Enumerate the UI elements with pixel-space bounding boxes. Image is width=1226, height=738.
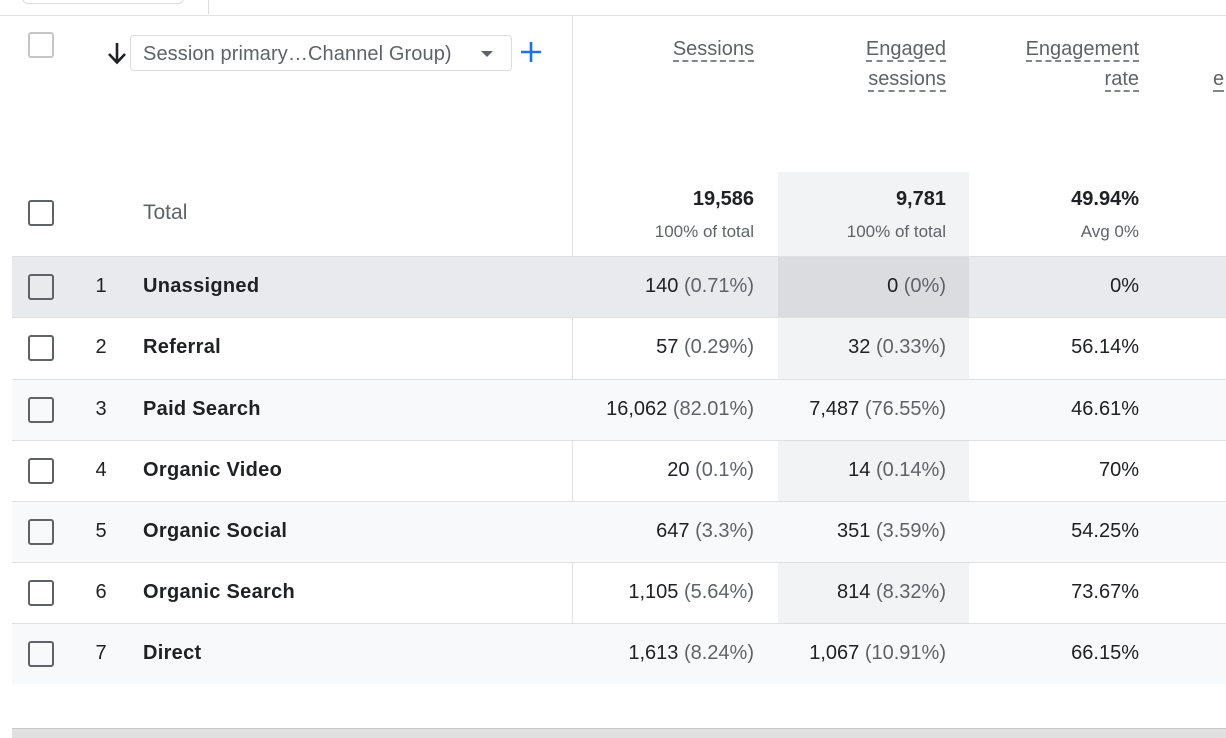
channel-name: Organic Video	[143, 459, 283, 481]
horizontal-scrollbar[interactable]	[12, 728, 1226, 738]
total-engagement-avg: Avg 0%	[1080, 222, 1139, 241]
total-engaged-share: 100% of total	[846, 222, 946, 241]
engaged-sessions-cell: 1,067 (10.91%)	[809, 642, 946, 664]
column-header-engaged-sessions[interactable]: Engaged sessions	[865, 38, 946, 92]
row-checkbox[interactable]	[28, 458, 54, 484]
dimension-selector-label: Session primary…Channel Group)	[143, 43, 452, 65]
engaged-sessions-cell: 0 (0%)	[887, 275, 946, 297]
select-all-header-checkbox[interactable]	[28, 32, 54, 58]
divider	[0, 15, 1226, 16]
plus-icon[interactable]	[518, 38, 544, 66]
channel-name: Direct	[143, 642, 202, 664]
table-row[interactable]: 5 Organic Social 647 (3.3%) 351 (3.59%) …	[12, 501, 1226, 562]
table-row[interactable]: 1 Unassigned 140 (0.71%) 0 (0%) 0%	[12, 256, 1226, 317]
engaged-sessions-cell: 351 (3.59%)	[837, 520, 946, 542]
row-number: 4	[95, 459, 107, 481]
engagement-rate-cell: 66.15%	[1071, 642, 1139, 664]
column-divider	[572, 16, 573, 684]
sorted-cell-highlight	[778, 257, 969, 317]
totals-checkbox[interactable]	[28, 200, 54, 226]
engagement-rate-cell: 70%	[1098, 459, 1139, 481]
total-sessions-share: 100% of total	[654, 222, 754, 241]
table-row[interactable]: 4 Organic Video 20 (0.1%) 14 (0.14%) 70%	[12, 440, 1226, 501]
sessions-cell: 20 (0.1%)	[667, 459, 754, 481]
arrow-down-icon[interactable]	[106, 40, 128, 66]
table-row[interactable]: 2 Referral 57 (0.29%) 32 (0.33%) 56.14%	[12, 317, 1226, 378]
engagement-rate-cell: 54.25%	[1071, 520, 1139, 542]
totals-label: Total	[143, 201, 188, 224]
row-number: 2	[95, 336, 107, 358]
row-checkbox[interactable]	[28, 580, 54, 606]
engaged-sessions-cell: 32 (0.33%)	[848, 336, 946, 358]
row-number: 6	[95, 581, 107, 603]
total-engaged-sessions: 9,781	[895, 188, 946, 210]
engaged-sessions-cell: 7,487 (76.55%)	[809, 398, 946, 420]
column-header-engagement-rate[interactable]: Engagement rate	[1025, 38, 1139, 92]
channel-name: Organic Social	[143, 520, 288, 542]
row-number: 5	[95, 520, 107, 542]
dimension-selector[interactable]: Session primary…Channel Group)	[130, 35, 512, 71]
row-number: 1	[95, 275, 107, 297]
top-tab-fragment[interactable]	[22, 0, 184, 4]
total-engagement-rate: 49.94%	[1071, 188, 1139, 210]
divider	[208, 0, 209, 14]
sessions-cell: 1,613 (8.24%)	[628, 642, 754, 664]
total-sessions: 19,586	[692, 188, 754, 210]
sessions-cell: 140 (0.71%)	[645, 275, 754, 297]
column-header-clipped[interactable]: e	[1213, 68, 1225, 92]
row-checkbox[interactable]	[28, 335, 54, 361]
row-checkbox[interactable]	[28, 274, 54, 300]
column-header-sessions[interactable]: Sessions	[672, 38, 754, 62]
table-row[interactable]: 3 Paid Search 16,062 (82.01%) 7,487 (76.…	[12, 379, 1226, 440]
channel-name: Organic Search	[143, 581, 296, 603]
engagement-rate-cell: 56.14%	[1071, 336, 1139, 358]
engaged-sessions-cell: 814 (8.32%)	[837, 581, 946, 603]
engagement-rate-cell: 0%	[1110, 275, 1139, 297]
engagement-rate-cell: 73.67%	[1071, 581, 1139, 603]
row-number: 7	[95, 642, 107, 664]
sessions-cell: 16,062 (82.01%)	[606, 398, 754, 420]
engaged-sessions-cell: 14 (0.14%)	[848, 459, 946, 481]
table-row[interactable]: 7 Direct 1,613 (8.24%) 1,067 (10.91%) 66…	[12, 623, 1226, 684]
channel-name: Paid Search	[143, 398, 261, 420]
table-row[interactable]: 6 Organic Search 1,105 (5.64%) 814 (8.32…	[12, 562, 1226, 623]
row-checkbox[interactable]	[28, 397, 54, 423]
engagement-rate-cell: 46.61%	[1071, 398, 1139, 420]
row-checkbox[interactable]	[28, 519, 54, 545]
caret-down-icon	[481, 51, 493, 57]
row-checkbox[interactable]	[28, 641, 54, 667]
channel-name: Referral	[143, 336, 221, 358]
sessions-cell: 647 (3.3%)	[656, 520, 754, 542]
sessions-cell: 1,105 (5.64%)	[628, 581, 754, 603]
sessions-cell: 57 (0.29%)	[656, 336, 754, 358]
row-number: 3	[95, 398, 107, 420]
channel-name: Unassigned	[143, 275, 260, 297]
